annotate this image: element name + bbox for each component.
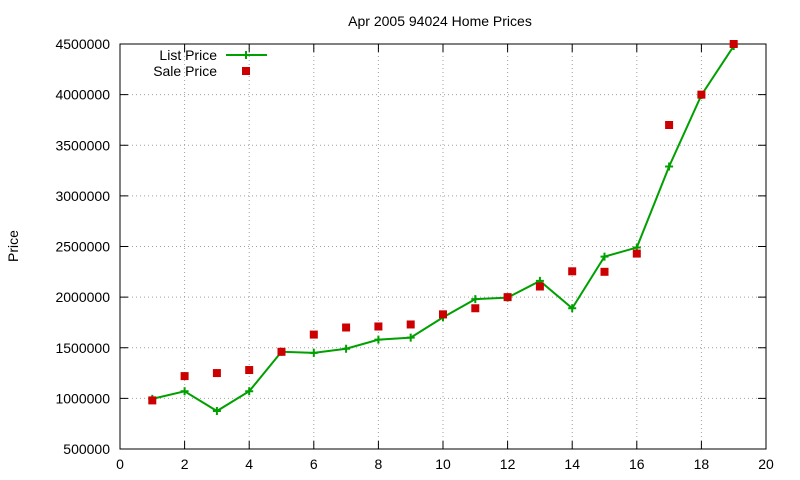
sale-price-point <box>406 320 415 329</box>
series-layer <box>148 40 738 416</box>
y-tick-label: 4000000 <box>55 87 110 103</box>
list-price-point <box>600 252 609 261</box>
list-price-point <box>568 304 577 313</box>
grid-lines <box>120 44 766 449</box>
sale-price-point <box>503 293 512 302</box>
list-price-point <box>374 335 383 344</box>
x-tick-label: 2 <box>181 456 189 472</box>
x-tick-label: 16 <box>629 456 645 472</box>
legend-label-list-price: List Price <box>159 47 217 63</box>
sale-price-point <box>535 282 544 291</box>
legend-swatch-sale-price-square <box>242 67 250 75</box>
list-price-point <box>342 344 351 353</box>
sale-price-point <box>697 90 706 99</box>
list-price-point <box>245 387 254 396</box>
y-tick-label: 4500000 <box>55 36 110 52</box>
sale-price-point <box>471 304 480 313</box>
sale-price-point <box>600 267 609 276</box>
y-tick-label: 1000000 <box>55 390 110 406</box>
x-tick-label: 12 <box>500 456 516 472</box>
x-tick-label: 6 <box>310 456 318 472</box>
x-tick-label: 18 <box>694 456 710 472</box>
sale-price-point <box>665 121 674 129</box>
x-tick-label: 14 <box>564 456 580 472</box>
y-tick-label: 3000000 <box>55 188 110 204</box>
list-price-point <box>180 387 189 396</box>
sale-price-point <box>568 267 577 276</box>
y-axis-label: Price <box>5 230 21 262</box>
axis-ticks: 0 2 4 6 8 10 12 14 16 18 20 500000 1000000 1500000 200… <box>55 36 774 472</box>
x-tick-label: 20 <box>758 456 774 472</box>
list-price-point <box>309 348 318 357</box>
sale-price-point <box>309 330 318 339</box>
y-tick-label: 3500000 <box>55 137 110 153</box>
sale-price-point <box>245 366 254 375</box>
y-tick-label: 1500000 <box>55 340 110 356</box>
legend: List Price Sale Price <box>153 47 267 79</box>
list-price-point <box>212 407 221 416</box>
y-tick-label: 500000 <box>63 441 110 457</box>
sale-price-point <box>632 249 641 258</box>
x-tick-label: 8 <box>375 456 383 472</box>
y-tick-label: 2500000 <box>55 239 110 255</box>
x-tick-label: 0 <box>116 456 124 472</box>
sale-price-point <box>729 40 738 48</box>
sale-price-point <box>180 372 189 381</box>
x-tick-label: 10 <box>435 456 451 472</box>
legend-swatch-list-price-cross <box>242 51 250 59</box>
sale-price-point <box>439 310 447 319</box>
legend-label-sale-price: Sale Price <box>153 63 217 79</box>
list-price-point <box>471 295 480 304</box>
sale-price-point <box>277 347 286 356</box>
y-tick-label: 2000000 <box>55 289 110 305</box>
sale-price-point <box>212 369 221 378</box>
list-price-point <box>665 162 674 171</box>
sale-price-point <box>148 396 157 405</box>
list-price-point <box>406 333 415 342</box>
sale-price-point <box>342 323 351 332</box>
chart-title: Apr 2005 94024 Home Prices <box>348 13 532 29</box>
x-tick-label: 4 <box>245 456 253 472</box>
sale-price-point <box>374 322 383 331</box>
